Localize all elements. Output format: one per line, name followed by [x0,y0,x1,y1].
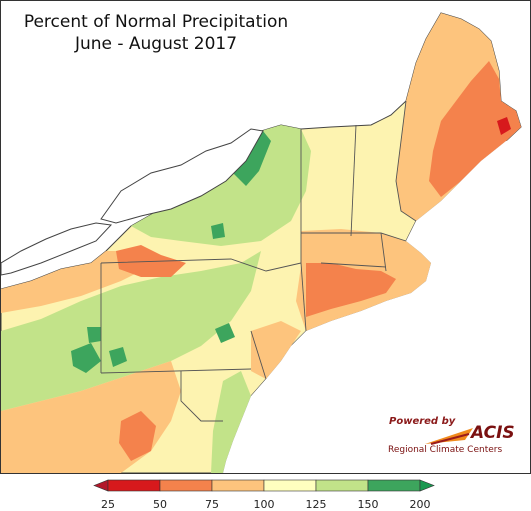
legend-label: 125 [305,498,327,511]
wet-zone [211,371,251,473]
acis-powered-by: Powered by [389,416,456,427]
dry-zone [116,245,186,277]
legend-bin-150-200 [367,479,421,492]
legend-bin-25-50 [107,479,161,492]
very-wet-zone [215,323,235,343]
legend-bin-50-75 [159,479,213,492]
acis-subtitle: Regional Climate Centers [388,445,503,455]
legend-bin-75-100 [211,479,265,492]
legend-label: 200 [409,498,431,511]
very-wet-zone [211,223,225,239]
very-wet-zone [231,131,271,186]
state-boundaries [100,100,417,422]
acis-name: ACIS [471,423,515,443]
map-title: Percent of Normal Precipitation [23,12,289,32]
lake-ontario [100,128,264,224]
dry-zone [306,263,396,317]
very-wet-zone [87,327,101,343]
legend-label: 25 [101,498,115,511]
near-normal-zone [1,251,261,411]
dry-zone [251,321,301,379]
legend-label: 50 [153,498,167,511]
map-frame: Percent of Normal Precipitation June - A… [0,0,531,474]
legend: 25 50 75 100 125 150 200 [0,474,531,511]
lake-erie [1,222,113,276]
precipitation-map [1,12,530,473]
map-subtitle: June - August 2017 [74,34,238,54]
legend-above-arrow [419,479,435,492]
very-wet-zone [109,347,127,367]
atlantic-ocean [223,141,530,473]
legend-below-arrow [93,479,109,492]
legend-bin-100-125 [263,479,317,492]
very-wet-zone [71,343,101,373]
very-dry-zone [119,411,156,461]
extreme-dry-zone [497,117,511,135]
legend-label: 150 [357,498,379,511]
legend-colorbar [93,479,435,492]
legend-bin-125-150 [315,479,369,492]
legend-label: 100 [253,498,275,511]
dry-zone [1,251,151,313]
acis-swoosh-icon [425,428,473,445]
legend-label: 75 [205,498,219,511]
very-dry-zone [429,61,521,197]
acis-logo: Powered by ACIS Regional Climate Centers [385,413,521,461]
wet-zone [131,125,311,246]
